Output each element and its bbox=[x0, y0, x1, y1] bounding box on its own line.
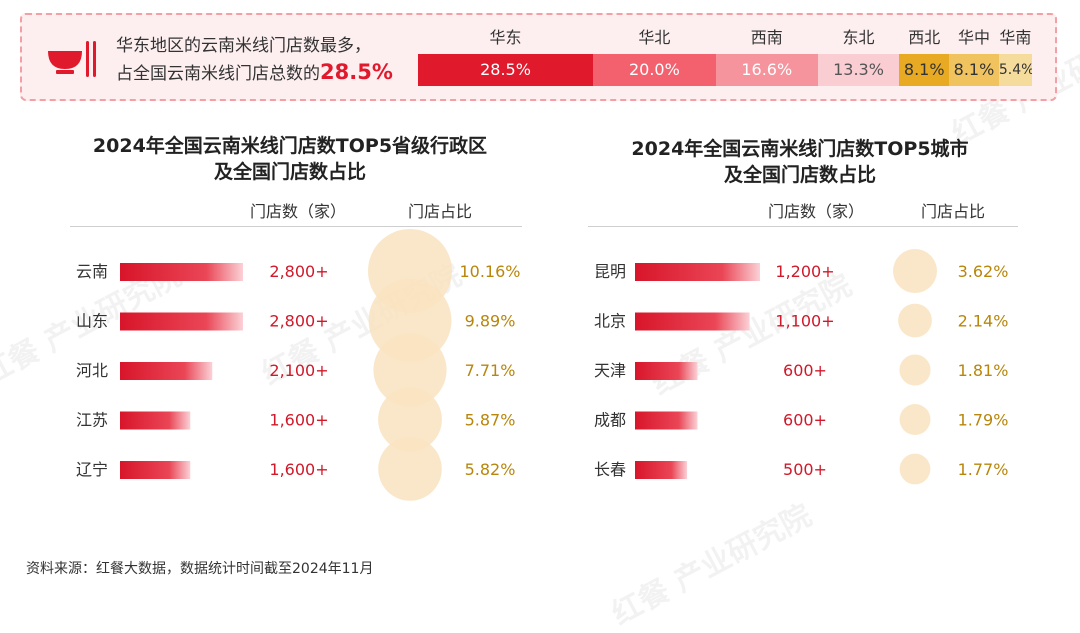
province-value-label-0: 2,800+ bbox=[269, 262, 328, 281]
city-chart-title: 2024年全国云南米线门店数TOP5城市 及全国门店数占比 bbox=[580, 136, 1020, 188]
region-label-6: 华南 bbox=[999, 28, 1032, 47]
city-bar-4 bbox=[635, 461, 688, 479]
region-segment-4: 8.1% bbox=[899, 54, 950, 86]
region-segment-2: 16.6% bbox=[715, 54, 818, 86]
province-bar-1 bbox=[120, 312, 243, 331]
province-count-header: 门店数（家） bbox=[250, 202, 347, 221]
city-category-label-1: 北京 bbox=[594, 312, 626, 331]
province-share-header: 门店占比 bbox=[408, 202, 473, 221]
region-label-0: 华东 bbox=[489, 28, 522, 47]
province-category-label-0: 云南 bbox=[76, 262, 108, 281]
city-chart-title-line2: 及全国门店数占比 bbox=[723, 164, 876, 186]
city-value-label-0: 1,200+ bbox=[775, 262, 834, 281]
province-value-label-4: 1,600+ bbox=[269, 460, 328, 479]
region-label-5: 华中 bbox=[957, 28, 990, 47]
city-share-label-2: 1.81% bbox=[958, 361, 1009, 380]
region-label-4: 西北 bbox=[908, 28, 941, 47]
province-top5-chart: 云南 2,800+ 10.16% 山东 2,800+ 9.89% 河北 2,100+ 7.71%… bbox=[76, 229, 521, 501]
banner-summary-text: 华东地区的云南米线门店数最多， 占全国云南米线门店总数的28.5% bbox=[116, 33, 426, 87]
province-bar-0 bbox=[120, 263, 243, 281]
city-bar-3 bbox=[635, 411, 698, 430]
region-segment-1: 20.0% bbox=[592, 54, 716, 86]
city-share-header: 门店占比 bbox=[921, 202, 986, 221]
noodle-bowl-icon bbox=[48, 41, 96, 77]
city-share-bubble-0 bbox=[893, 249, 937, 293]
city-value-label-4: 500+ bbox=[783, 460, 827, 479]
province-chart-title-line2: 及全国门店数占比 bbox=[213, 161, 366, 183]
city-share-bubble-4 bbox=[899, 453, 931, 485]
city-category-label-4: 长春 bbox=[594, 460, 626, 479]
region-label-2: 西南 bbox=[750, 28, 783, 47]
province-share-bubble-4 bbox=[378, 437, 442, 501]
province-chart-title-line1: 2024年全国云南米线门店数TOP5省级行政区 bbox=[92, 135, 488, 157]
city-share-label-0: 3.62% bbox=[958, 262, 1009, 281]
city-count-header: 门店数（家） bbox=[768, 202, 865, 221]
city-bar-1 bbox=[635, 312, 750, 331]
summary-banner: 华东地区的云南米线门店数最多， 占全国云南米线门店总数的28.5% 华东 华北 西南… bbox=[20, 13, 1057, 101]
city-share-bubble-3 bbox=[899, 404, 931, 435]
province-category-label-2: 河北 bbox=[76, 361, 108, 380]
region-segment-3: 13.3% bbox=[817, 54, 900, 86]
banner-line-2-prefix: 占全国云南米线门店总数的 bbox=[116, 64, 320, 84]
region-label-3: 东北 bbox=[842, 28, 875, 47]
city-chart-title-line1: 2024年全国云南米线门店数TOP5城市 bbox=[631, 138, 969, 160]
banner-highlight: 28.5% bbox=[320, 60, 393, 84]
province-category-label-3: 江苏 bbox=[76, 411, 108, 430]
province-share-label-1: 9.89% bbox=[465, 312, 516, 331]
region-segment-0: 28.5% bbox=[418, 54, 593, 86]
banner-line-2: 占全国云南米线门店总数的28.5% bbox=[116, 59, 426, 87]
province-share-label-4: 5.82% bbox=[465, 460, 516, 479]
province-bar-3 bbox=[120, 411, 191, 430]
region-segment-5: 8.1% bbox=[949, 54, 999, 86]
city-value-label-2: 600+ bbox=[783, 361, 827, 380]
city-category-label-0: 昆明 bbox=[594, 262, 626, 281]
city-share-bubble-2 bbox=[899, 354, 931, 386]
city-share-label-4: 1.77% bbox=[958, 460, 1009, 479]
province-bar-2 bbox=[120, 362, 213, 380]
city-value-label-3: 600+ bbox=[783, 411, 827, 430]
city-top5-chart: 昆明 1,200+ 3.62% 北京 1,100+ 2.14% 天津 600+ 1.81% 成都 6… bbox=[594, 249, 1009, 485]
province-value-label-3: 1,600+ bbox=[269, 411, 328, 430]
province-value-label-1: 2,800+ bbox=[269, 312, 328, 331]
province-value-label-2: 2,100+ bbox=[269, 361, 328, 380]
city-category-label-3: 成都 bbox=[594, 411, 626, 430]
data-source-note: 资料来源：红餐大数据，数据统计时间截至2024年11月 bbox=[26, 561, 374, 577]
province-share-label-3: 5.87% bbox=[465, 411, 516, 430]
province-category-label-4: 辽宁 bbox=[76, 460, 108, 479]
province-chart-title: 2024年全国云南米线门店数TOP5省级行政区 及全国门店数占比 bbox=[60, 133, 520, 185]
city-bar-2 bbox=[635, 362, 698, 380]
province-share-label-0: 10.16% bbox=[459, 262, 520, 281]
province-share-bubble-3 bbox=[378, 387, 442, 452]
province-share-label-2: 7.71% bbox=[465, 361, 516, 380]
city-share-label-3: 1.79% bbox=[958, 411, 1009, 430]
city-category-label-2: 天津 bbox=[594, 361, 626, 380]
province-category-label-1: 山东 bbox=[76, 312, 108, 331]
city-value-label-1: 1,100+ bbox=[775, 312, 834, 331]
banner-line-1: 华东地区的云南米线门店数最多， bbox=[116, 36, 371, 56]
region-segment-6: 5.4% bbox=[998, 54, 1032, 86]
province-bar-4 bbox=[120, 461, 191, 479]
region-label-1: 华北 bbox=[638, 28, 671, 47]
city-header-divider bbox=[588, 226, 1018, 227]
city-share-bubble-1 bbox=[898, 303, 932, 338]
city-bar-0 bbox=[635, 263, 760, 281]
province-header-divider bbox=[70, 226, 522, 227]
province-share-bubble-2 bbox=[373, 333, 447, 407]
city-share-label-1: 2.14% bbox=[958, 312, 1009, 331]
region-share-bar: 28.5% 20.0% 16.6% 13.3% 8.1% 8.1% 5.4% bbox=[418, 54, 1032, 86]
